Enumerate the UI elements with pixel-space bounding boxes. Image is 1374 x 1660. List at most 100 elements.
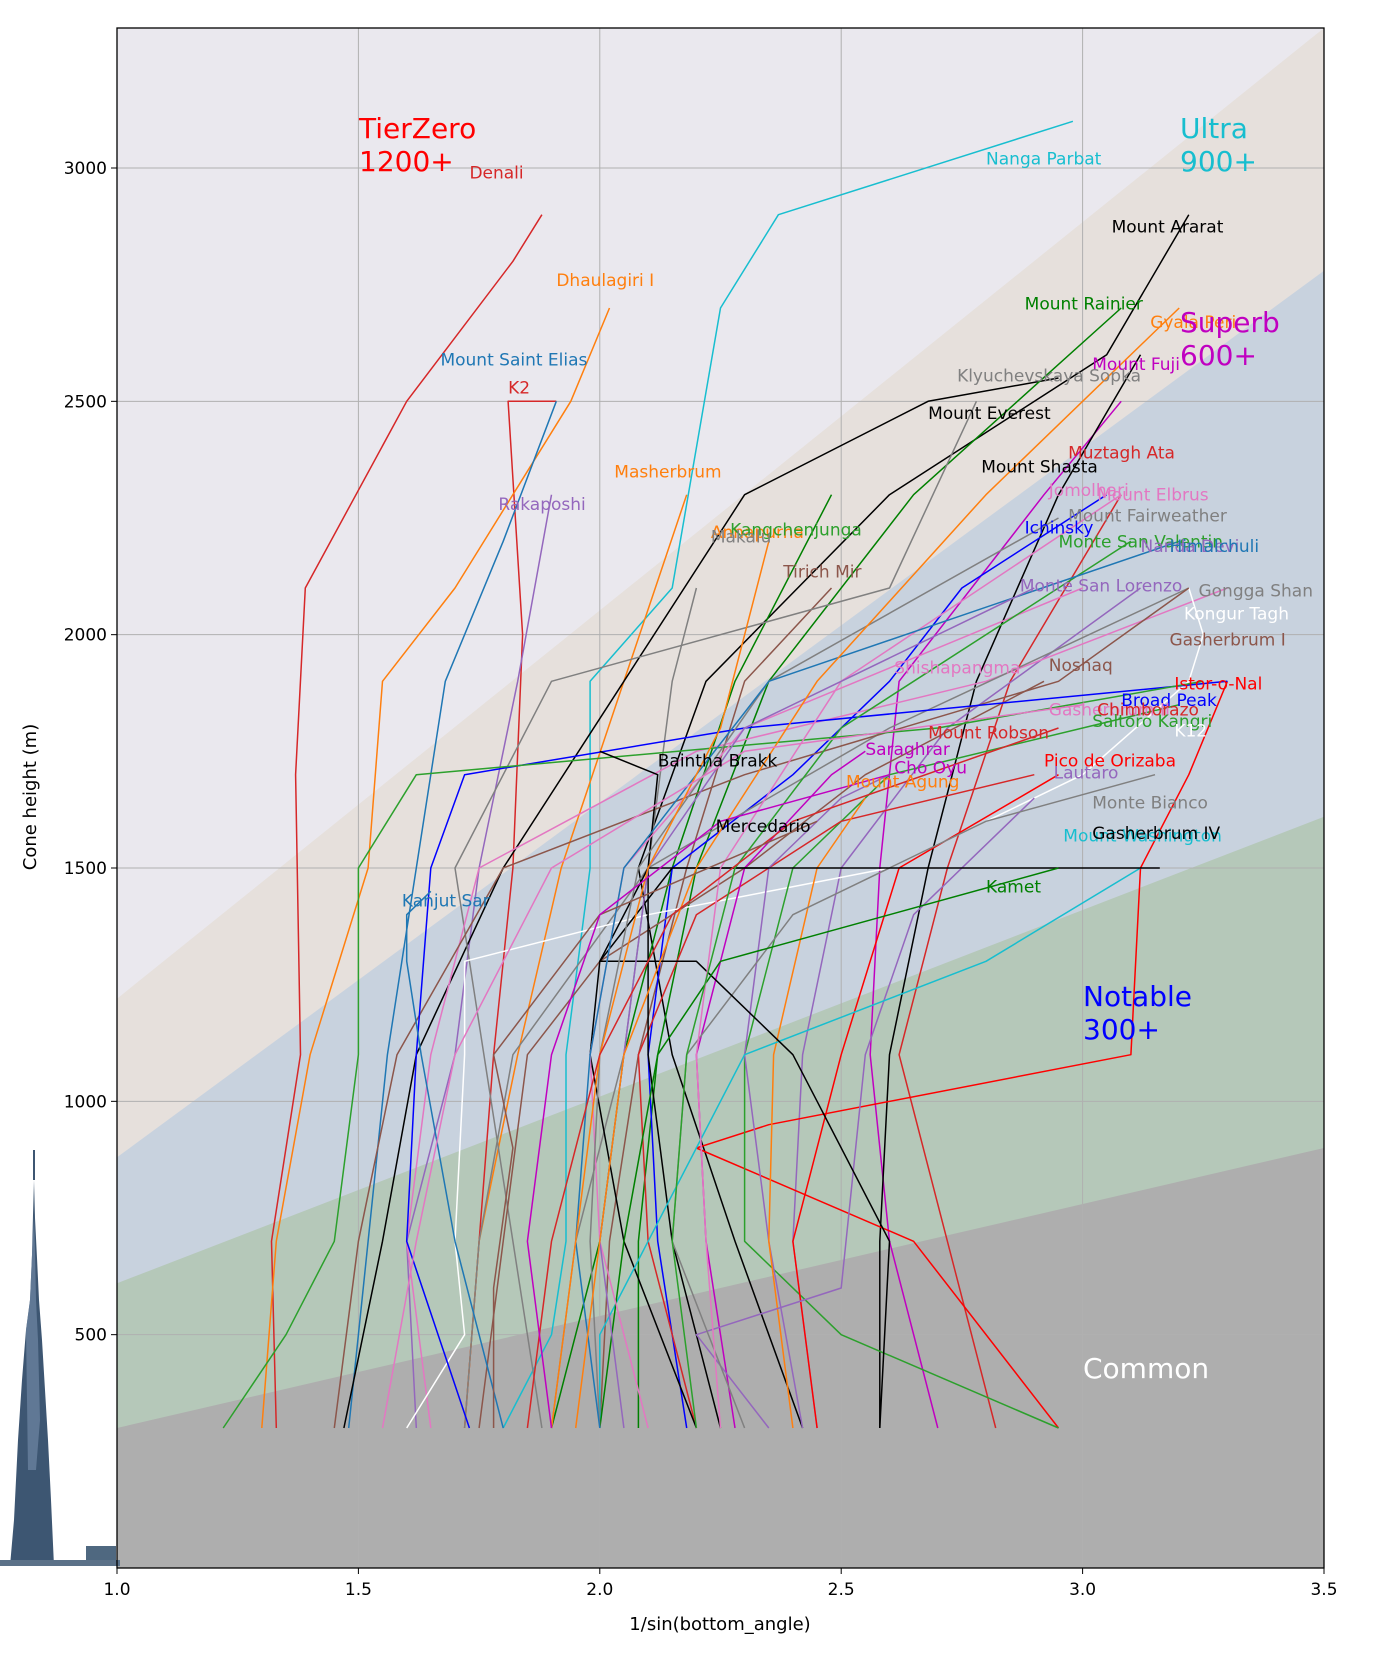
label-gyala-peri: Gyala Peri — [1150, 313, 1236, 333]
series-line-mount-elbrus — [695, 494, 1122, 1429]
series-line-denali — [270, 214, 543, 1429]
x-axis-title: 1/sin(bottom_angle) — [629, 1614, 810, 1635]
series-line-ichinsky — [647, 494, 1108, 1429]
tier-label-common: Common — [1083, 1352, 1209, 1385]
skyscraper-reference-icon — [0, 1150, 120, 1566]
series-line-gasherbrum-ii — [381, 703, 1083, 1429]
series-line-istor-o-nal — [695, 681, 1229, 1429]
x-tick-label: 1.0 — [103, 1580, 130, 1600]
label-broad-peak: Broad Peak — [1121, 691, 1217, 711]
tier-label-tierzero: TierZero 1200+ — [358, 112, 476, 178]
label-mercedario: Mercedario — [716, 817, 811, 837]
label-denali: Denali — [469, 164, 523, 184]
series-line-nevado-sajama — [492, 820, 818, 1428]
label-pico-de-orizaba: Pico de Orizaba — [1044, 752, 1176, 772]
label-gasherbrum-ii: Gasherbrum II — [1049, 700, 1170, 720]
series-line-himalchuli — [574, 540, 1180, 1429]
label-muztagh-ata: Muztagh Ata — [1068, 444, 1175, 464]
y-tick-label: 500 — [75, 1326, 107, 1346]
label-mount-fuji: Mount Fuji — [1092, 355, 1180, 375]
tier-label-notable: Notable 300+ — [1083, 980, 1192, 1046]
label-mount-agung: Mount Agung — [846, 773, 959, 793]
label-tirich-mir: Tirich Mir — [782, 563, 861, 583]
label-rakaposhi: Rakaposhi — [498, 495, 585, 515]
y-tick-label: 1500 — [64, 859, 107, 879]
label-k12: K12 — [1174, 721, 1207, 741]
axis-ticks: 1.0 1.5 2.0 2.5 3.0 3.5 500 1000 1500 2000 2500 300… — [64, 159, 1338, 1600]
label-kangchenjunga: Kangchenjunga — [730, 521, 862, 541]
y-tick-label: 2000 — [64, 626, 107, 646]
tier-label-superb: Superb 600+ — [1180, 306, 1280, 372]
label-cho-oyu: Cho Oyu — [894, 759, 967, 779]
label-ichinsky: Ichinsky — [1025, 518, 1094, 538]
label-monte-bianco: Monte Bianco — [1092, 794, 1208, 814]
label-baintha-brakk: Baintha Brakk — [658, 752, 778, 772]
series-line-klyuchevskaya-sopka — [454, 400, 978, 1429]
x-tick-label: 3.5 — [1310, 1580, 1337, 1600]
series-line-dhaulagiri-i — [261, 307, 611, 1429]
label-mount-robson: Mount Robson — [928, 724, 1049, 744]
series-line-chimborazo — [526, 727, 1059, 1429]
series-line-gongga-shan — [463, 587, 1190, 1429]
label-himalchuli: Himalchuli — [1170, 537, 1260, 557]
label-mount-shasta: Mount Shasta — [981, 458, 1098, 478]
label-gasherbrum-iv: Gasherbrum IV — [1092, 824, 1220, 844]
series-line-gasherbrum-i — [333, 587, 1190, 1429]
series-line-gasherbrum-iv — [599, 867, 1160, 1429]
label-mount-ararat: Mount Ararat — [1112, 217, 1224, 237]
label-jomolhari: Jomolhari — [1048, 481, 1129, 501]
mountain-labels: Nanga Parbat Denali Mount Ararat Dhaulagiri… — [402, 150, 1313, 912]
x-tick-label: 1.5 — [345, 1580, 372, 1600]
label-kamet: Kamet — [986, 878, 1041, 898]
label-k2: K2 — [508, 378, 530, 398]
label-noshaq: Noshaq — [1049, 656, 1113, 676]
series-line-mercedario — [589, 867, 769, 1429]
label-chimborazo: Chimborazo — [1097, 700, 1199, 720]
label-nanga-parbat: Nanga Parbat — [986, 150, 1102, 170]
y-tick-label: 2500 — [64, 392, 107, 412]
tier-region-common — [117, 1148, 1324, 1568]
series-line-mount-fairweather — [589, 517, 1059, 1429]
label-klyuchevskaya-sopka: Klyuchevskaya Sopka — [957, 367, 1141, 387]
y-tick-label: 1000 — [64, 1092, 107, 1112]
label-kanjut-sar: Kanjut Sar — [402, 892, 490, 912]
label-mount-fairweather: Mount Fairweather — [1068, 507, 1227, 527]
label-kongur-tagh: Kongur Tagh — [1184, 605, 1289, 625]
label-mount-rainier: Mount Rainier — [1025, 294, 1143, 314]
x-tick-label: 2.5 — [828, 1580, 855, 1600]
label-mount-elbrus: Mount Elbrus — [1097, 486, 1209, 506]
series-line-gyala-peri — [574, 307, 1180, 1429]
series-line-mount-ararat — [637, 214, 1190, 1429]
series-line-mount-kilimanjaro — [526, 773, 890, 1429]
plot-frame — [116, 27, 1325, 1569]
series-line-muztagh-ata — [898, 494, 1122, 1429]
label-dhaulagiri-i: Dhaulagiri I — [556, 271, 654, 291]
label-monte-san-valentin: Monte San Valentin — [1058, 532, 1223, 552]
series-line-monte-san-valentin — [671, 540, 1132, 1429]
mountain-series — [222, 120, 1229, 1429]
series-line-mount-everest — [343, 377, 1059, 1429]
label-mount-washington: Mount Washington — [1063, 826, 1222, 846]
x-tick-label: 3.0 — [1069, 1580, 1096, 1600]
tier-label-ultra: Ultra 900+ — [1180, 112, 1257, 178]
series-line-mount-saint-elias — [347, 401, 558, 1429]
label-shishapangma: Shishapangma — [894, 658, 1020, 678]
label-gasherbrum-i: Gasherbrum I — [1170, 630, 1286, 650]
y-axis-title: Cone height (m) — [20, 724, 41, 870]
label-lautaro: Lautaro — [1054, 763, 1119, 783]
series-line-kamet — [599, 867, 1059, 1429]
label-gongga-shan: Gongga Shan — [1198, 581, 1313, 601]
label-istor-o-nal: Istor-o-Nal — [1174, 675, 1262, 695]
series-line-monte-bianco — [671, 773, 1156, 1429]
series-line-mount-robson — [637, 773, 1035, 1429]
series-line-nanga-parbat — [502, 120, 1074, 1429]
series-line-mount-agung — [768, 797, 866, 1429]
series-line-saltoro-kangri — [222, 680, 1204, 1429]
label-makalu: Makalu — [711, 528, 772, 548]
label-nanda-devi: Nanda Devi — [1141, 537, 1240, 557]
series-line-annapurna — [550, 541, 770, 1429]
label-mount-saint-elias: Mount Saint Elias — [440, 350, 587, 370]
label-saraghrar: Saraghrar — [865, 740, 950, 760]
label-saltoro-kangri: Saltoro Kangri — [1092, 712, 1212, 732]
